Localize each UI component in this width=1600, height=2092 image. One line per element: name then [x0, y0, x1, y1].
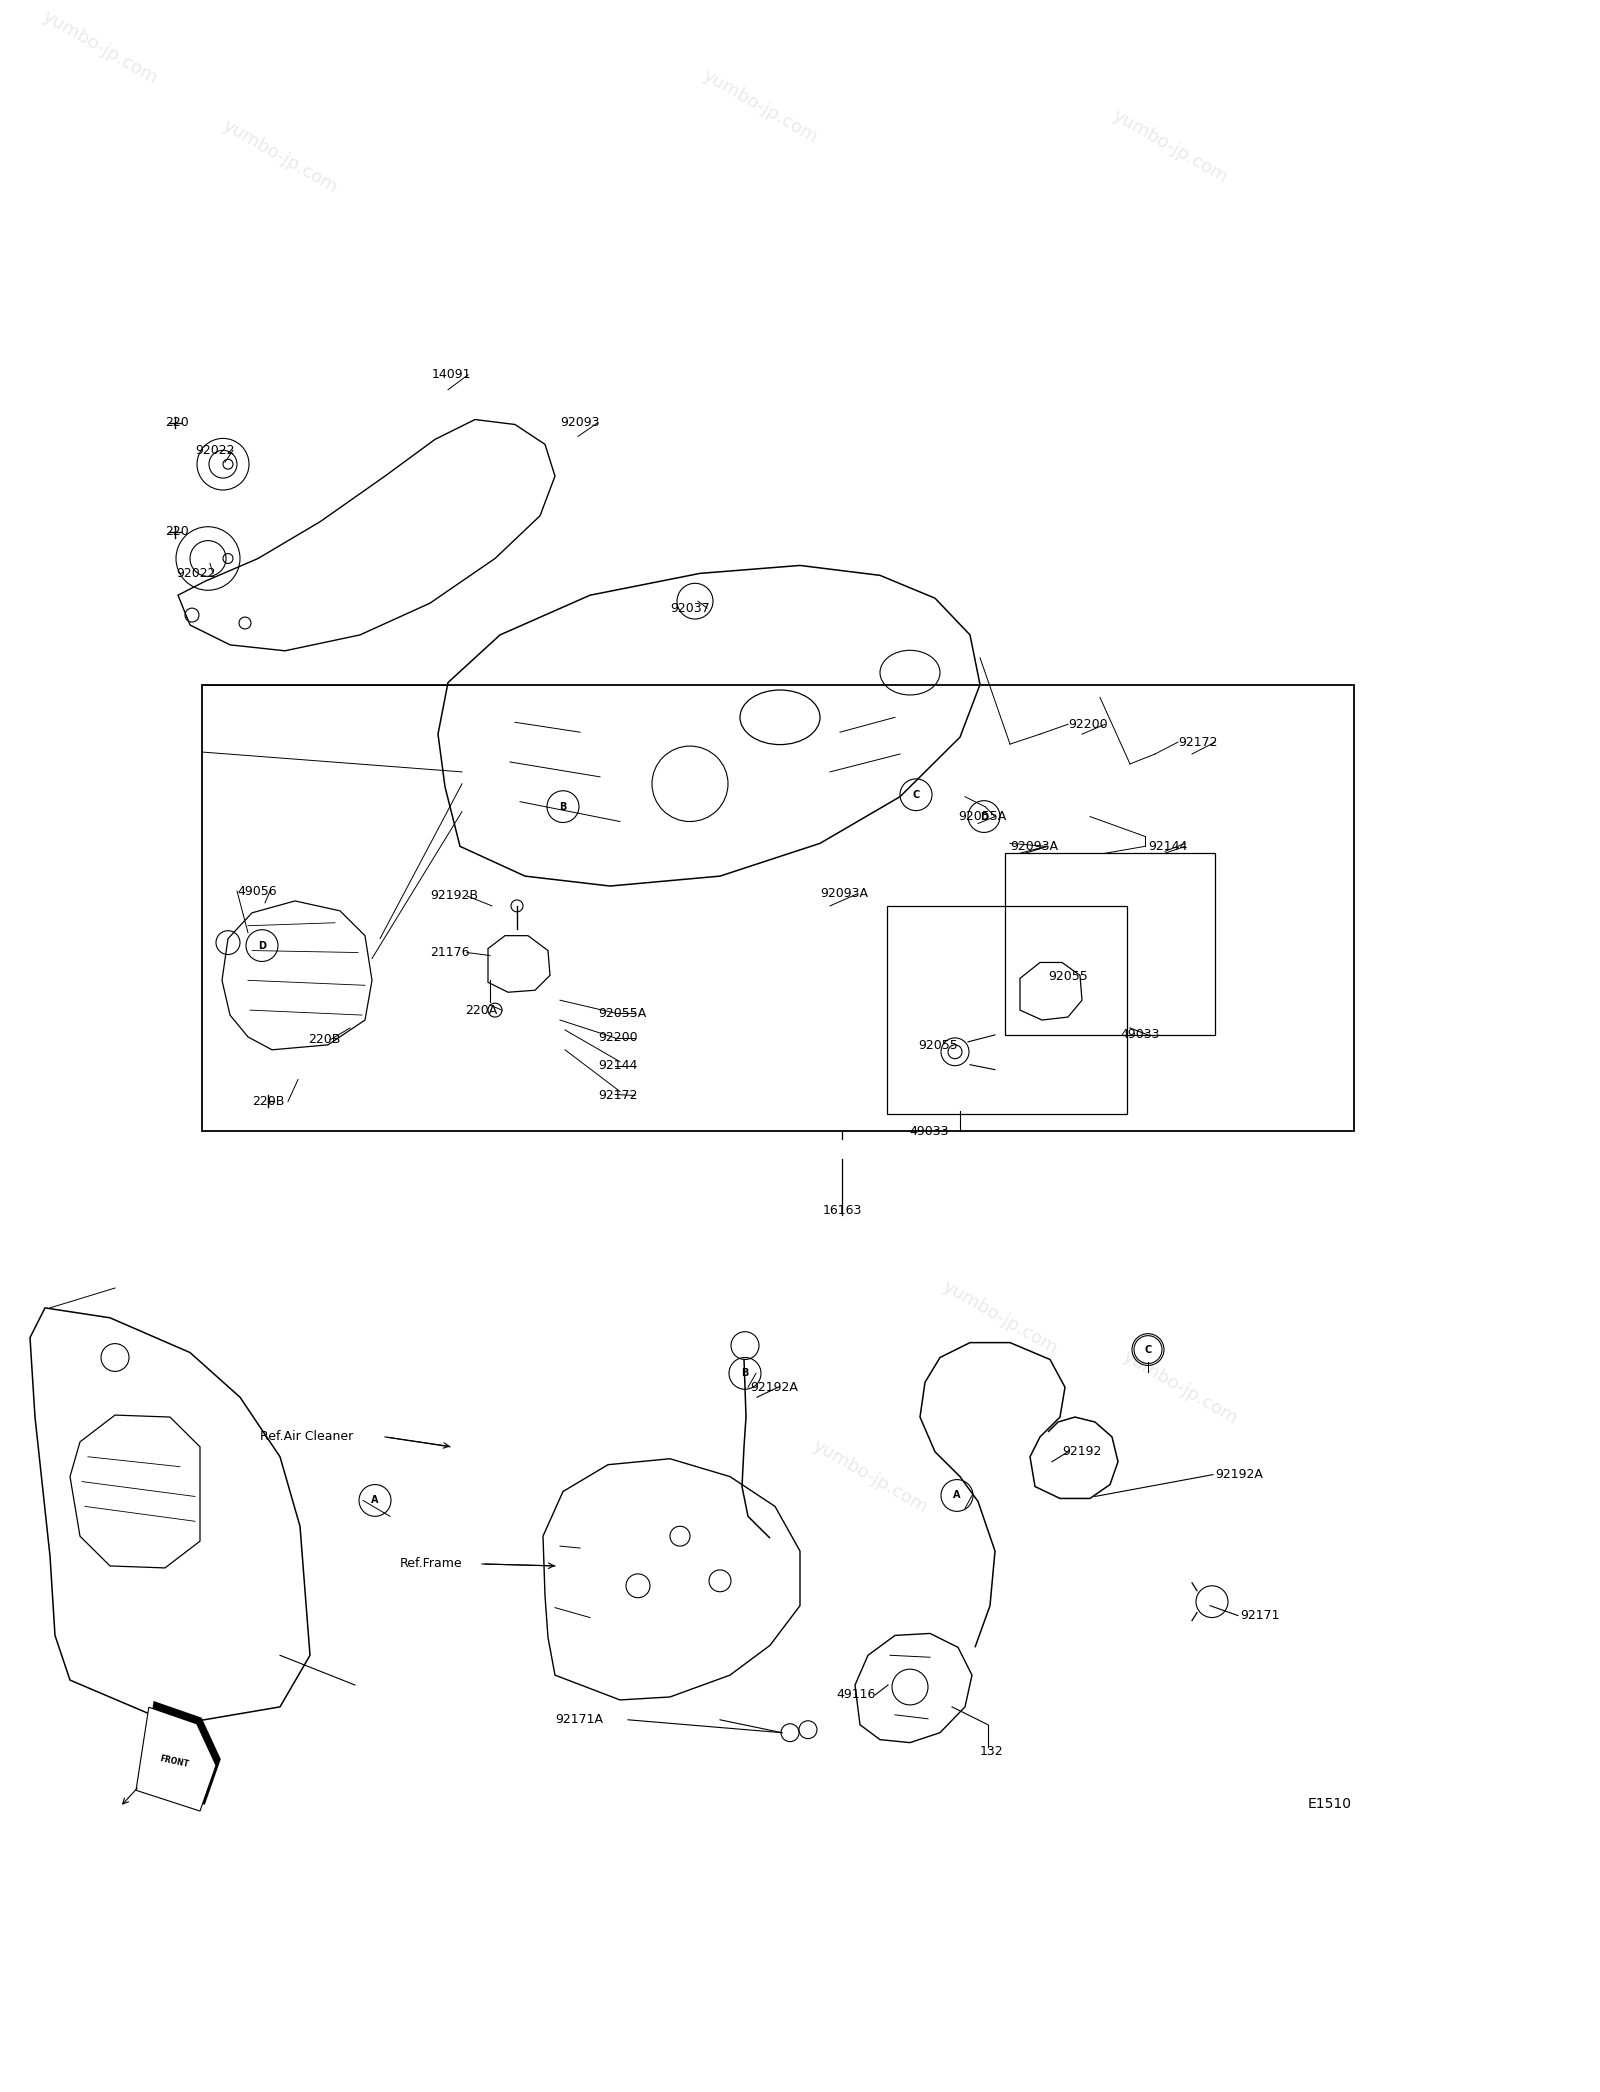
Text: 92172: 92172 — [1178, 736, 1218, 749]
Text: 92171: 92171 — [1240, 1609, 1280, 1621]
Text: 92192A: 92192A — [750, 1381, 798, 1393]
Text: 92055: 92055 — [1048, 971, 1088, 983]
Text: yumbo-jp.com: yumbo-jp.com — [219, 117, 341, 197]
Text: 92144: 92144 — [1149, 839, 1187, 854]
Text: 49033: 49033 — [1120, 1029, 1160, 1042]
Text: 92055: 92055 — [918, 1040, 958, 1052]
Text: D: D — [979, 812, 989, 822]
Bar — [1005, 854, 1214, 1036]
Text: 92022: 92022 — [195, 444, 235, 456]
Text: 220A: 220A — [466, 1004, 498, 1017]
Text: 16163: 16163 — [822, 1203, 862, 1218]
Text: 49116: 49116 — [835, 1688, 875, 1701]
Text: 92192B: 92192B — [430, 889, 478, 902]
Text: 220: 220 — [165, 525, 189, 538]
Text: 14091: 14091 — [432, 368, 472, 381]
Text: 132: 132 — [979, 1745, 1003, 1757]
Text: yumbo-jp.com: yumbo-jp.com — [1120, 1347, 1240, 1427]
Text: 92055A: 92055A — [598, 1006, 646, 1019]
Text: 220B: 220B — [253, 1094, 285, 1109]
Text: 92200: 92200 — [598, 1031, 638, 1044]
Text: 92093A: 92093A — [819, 887, 867, 900]
Text: yumbo-jp.com: yumbo-jp.com — [40, 6, 160, 88]
Text: 92055A: 92055A — [958, 810, 1006, 822]
Bar — [886, 906, 1126, 1115]
Text: 92037: 92037 — [670, 602, 710, 615]
Text: C: C — [912, 789, 920, 799]
Text: yumbo-jp.com: yumbo-jp.com — [1109, 107, 1230, 186]
Text: 92022: 92022 — [176, 567, 216, 579]
Text: 92171A: 92171A — [555, 1713, 603, 1726]
Text: 92172: 92172 — [598, 1090, 637, 1102]
Text: 92093: 92093 — [560, 416, 600, 429]
Text: FRONT: FRONT — [158, 1753, 190, 1768]
Text: 92144: 92144 — [598, 1059, 637, 1073]
Text: 220B: 220B — [307, 1033, 341, 1046]
Text: 92192: 92192 — [1062, 1446, 1101, 1458]
Text: 49033: 49033 — [909, 1125, 949, 1138]
Text: 92093A: 92093A — [1010, 839, 1058, 854]
Text: 92192A: 92192A — [1214, 1469, 1262, 1481]
Text: A: A — [371, 1496, 379, 1506]
Polygon shape — [141, 1701, 221, 1805]
Text: 21176: 21176 — [430, 946, 469, 958]
Text: yumbo-jp.com: yumbo-jp.com — [699, 67, 821, 146]
Text: C: C — [1144, 1345, 1152, 1354]
Text: yumbo-jp.com: yumbo-jp.com — [810, 1437, 931, 1517]
Text: 220: 220 — [165, 416, 189, 429]
Text: Ref.Air Cleaner: Ref.Air Cleaner — [259, 1431, 354, 1443]
Text: yumbo-jp.com: yumbo-jp.com — [939, 1278, 1061, 1358]
Text: A: A — [954, 1490, 960, 1500]
Text: E1510: E1510 — [1309, 1797, 1352, 1812]
Text: 92200: 92200 — [1069, 718, 1107, 730]
Text: B: B — [741, 1368, 749, 1379]
Text: B: B — [560, 801, 566, 812]
Text: Ref.Frame: Ref.Frame — [400, 1556, 462, 1571]
Bar — [202, 684, 1354, 1132]
Text: 49056: 49056 — [237, 885, 277, 897]
Text: D: D — [258, 941, 266, 950]
Polygon shape — [136, 1707, 216, 1812]
